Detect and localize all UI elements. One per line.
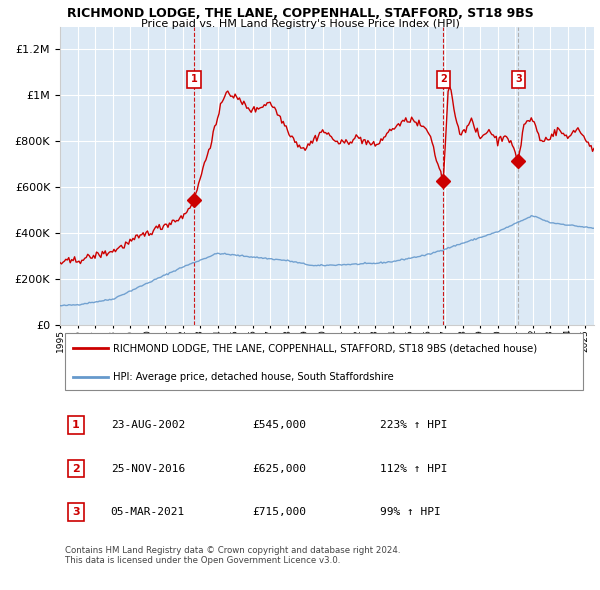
Text: 05-MAR-2021: 05-MAR-2021 (111, 507, 185, 517)
Text: 1: 1 (190, 74, 197, 84)
Text: 223% ↑ HPI: 223% ↑ HPI (380, 420, 448, 430)
Text: Price paid vs. HM Land Registry's House Price Index (HPI): Price paid vs. HM Land Registry's House … (140, 19, 460, 29)
Text: RICHMOND LODGE, THE LANE, COPPENHALL, STAFFORD, ST18 9BS: RICHMOND LODGE, THE LANE, COPPENHALL, ST… (67, 7, 533, 20)
Text: HPI: Average price, detached house, South Staffordshire: HPI: Average price, detached house, Sout… (113, 372, 394, 382)
Text: Contains HM Land Registry data © Crown copyright and database right 2024.
This d: Contains HM Land Registry data © Crown c… (65, 546, 401, 565)
Text: 2: 2 (440, 74, 447, 84)
Text: £625,000: £625,000 (252, 464, 306, 474)
Text: 99% ↑ HPI: 99% ↑ HPI (380, 507, 441, 517)
FancyBboxPatch shape (65, 333, 583, 391)
Text: RICHMOND LODGE, THE LANE, COPPENHALL, STAFFORD, ST18 9BS (detached house): RICHMOND LODGE, THE LANE, COPPENHALL, ST… (113, 343, 538, 353)
Text: 1: 1 (72, 420, 80, 430)
Text: 3: 3 (72, 507, 80, 517)
Text: 2: 2 (72, 464, 80, 474)
Text: 112% ↑ HPI: 112% ↑ HPI (380, 464, 448, 474)
Text: 25-NOV-2016: 25-NOV-2016 (111, 464, 185, 474)
Text: 3: 3 (515, 74, 522, 84)
Text: £545,000: £545,000 (252, 420, 306, 430)
Text: 23-AUG-2002: 23-AUG-2002 (111, 420, 185, 430)
Text: £715,000: £715,000 (252, 507, 306, 517)
